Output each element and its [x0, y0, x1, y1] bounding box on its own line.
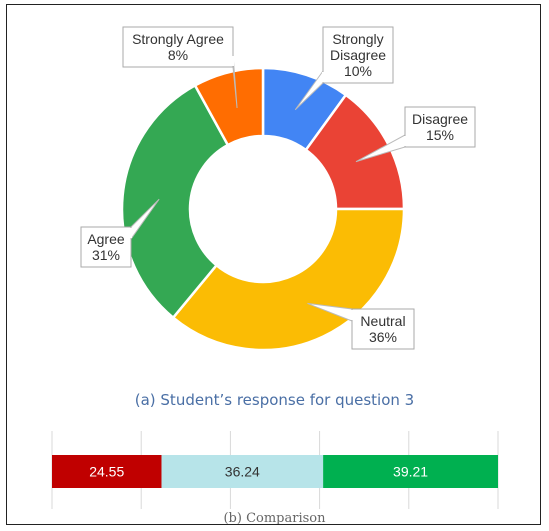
bar-segment-1 [52, 455, 162, 488]
slice-percent-label: 31% [92, 247, 120, 263]
slice-name-label: Disagree [412, 111, 468, 127]
slice-name-label: Strongly [332, 31, 383, 47]
slice-percent-label: 8% [168, 47, 188, 63]
bar-segment-label: 24.55 [89, 464, 124, 480]
slice-percent-label: 15% [426, 127, 454, 143]
bar-caption: (b) Comparison [223, 511, 326, 525]
figure-frame: Strongly Disagree 10% Disagree 15% Neutral 36%… [6, 4, 541, 525]
slice-percent-label: 10% [344, 63, 372, 79]
slice-name-label: Disagree [330, 47, 386, 63]
donut-chart: StronglyDisagree10%Disagree15%Neutral36%… [80, 26, 476, 352]
stacked-bar-chart: 24.55 36.24 39.21 [51, 431, 499, 509]
bar-segment-label: 39.21 [393, 464, 428, 480]
bar-segment-2 [161, 455, 324, 488]
bar-segment-3 [323, 455, 498, 488]
slice-percent-label: 36% [369, 329, 397, 345]
callout-box [322, 26, 394, 84]
slice-name-label: Strongly Agree [132, 31, 224, 47]
slice-name-label: Agree [87, 231, 125, 247]
slice-name-label: Neutral [360, 313, 405, 329]
callout-box [351, 308, 415, 350]
callout-box [80, 226, 132, 268]
callout-box [122, 26, 234, 68]
donut-slice-strongly-agree [193, 66, 265, 147]
bar-segment-label: 36.24 [225, 464, 260, 480]
callout-box [404, 106, 476, 148]
donut-caption: (a) Student’s response for question 3 [134, 391, 415, 409]
